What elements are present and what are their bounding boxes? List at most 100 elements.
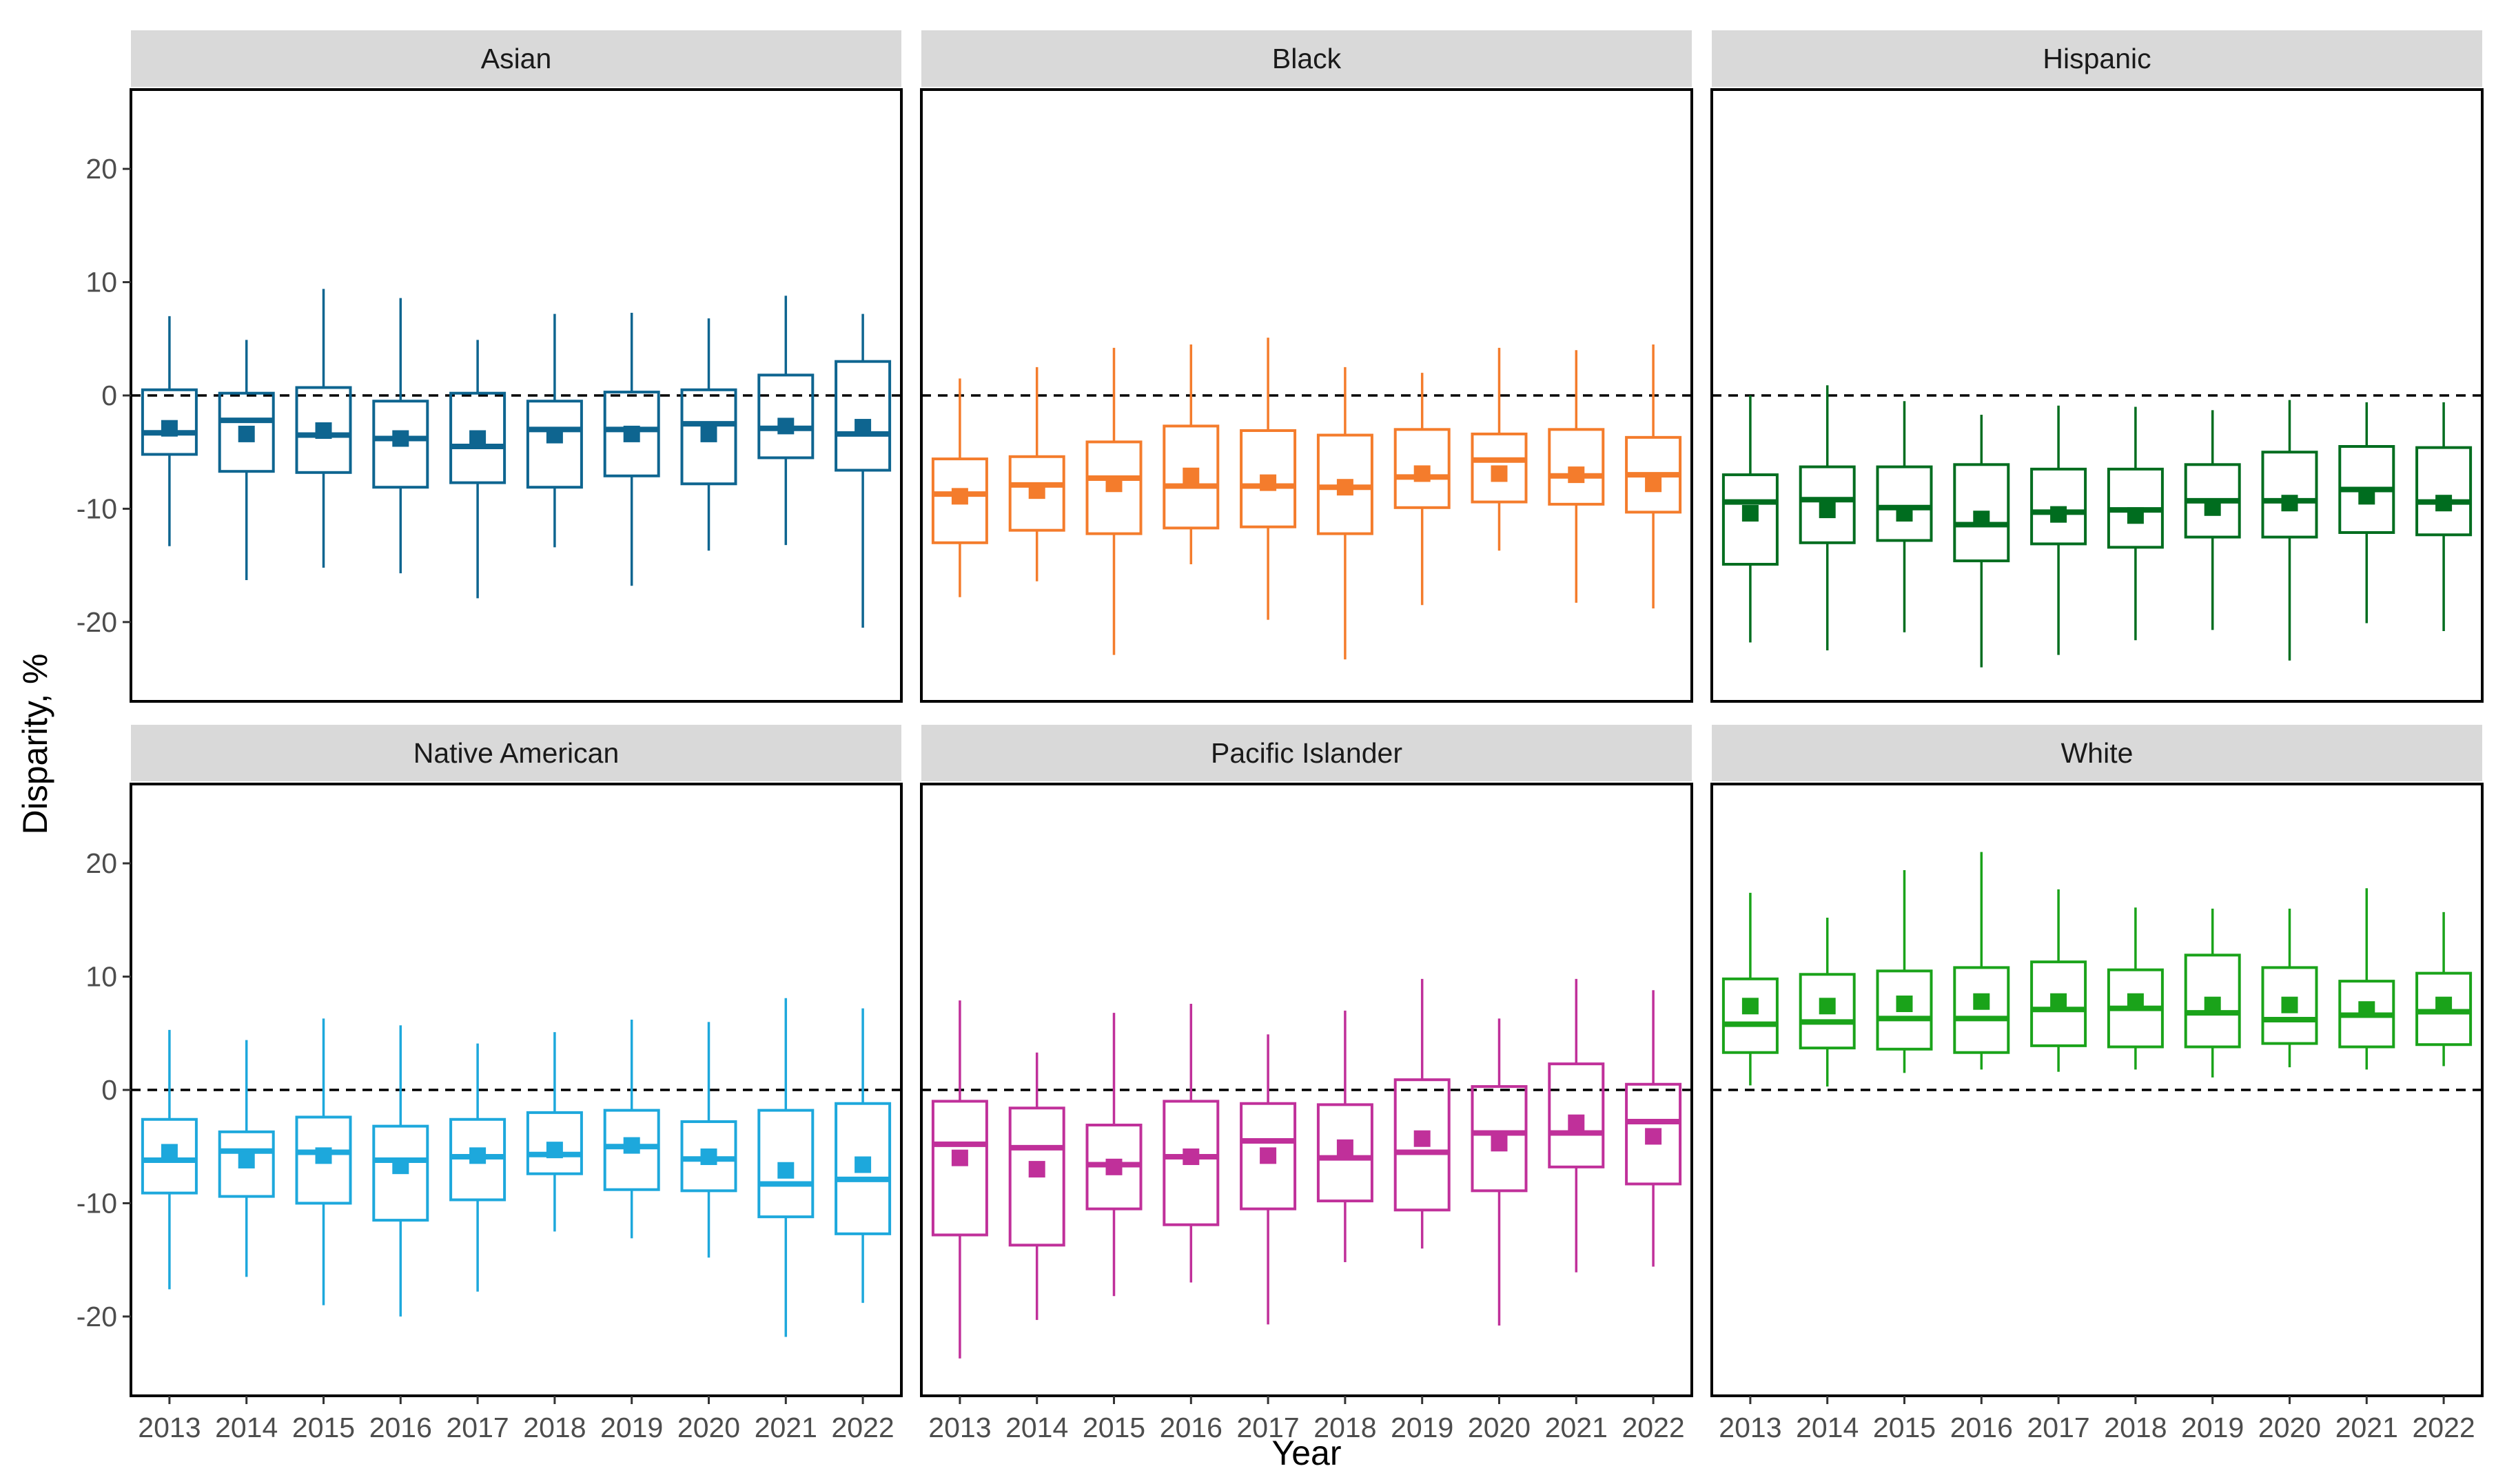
mean-marker	[1819, 502, 1836, 519]
mean-marker	[1336, 1139, 1353, 1156]
mean-marker	[2204, 499, 2221, 516]
box-iqr	[1393, 428, 1451, 509]
box-2013	[931, 1000, 988, 1359]
mean-marker	[1413, 465, 1431, 482]
box-2021	[757, 296, 815, 546]
box-iqr	[1085, 440, 1143, 535]
facet-strip-label: Black	[1272, 43, 1342, 74]
box-iqr	[1876, 969, 1933, 1051]
x-tick-label: 2013	[1719, 1412, 1781, 1443]
box-iqr	[141, 388, 198, 456]
box-iqr	[1548, 1062, 1605, 1168]
y-tick-label: 20	[85, 153, 117, 185]
box-2021	[757, 998, 815, 1337]
mean-marker	[623, 1137, 640, 1154]
box-2018	[2107, 406, 2164, 641]
box-2016	[372, 298, 429, 574]
mean-marker	[315, 1147, 332, 1164]
mean-marker	[1973, 511, 1990, 528]
mean-marker	[951, 488, 968, 505]
mean-marker	[2050, 993, 2067, 1010]
box-2013	[141, 316, 198, 546]
x-tick-label: 2022	[1622, 1412, 1684, 1443]
box-iqr	[2261, 451, 2318, 539]
box-iqr	[372, 1124, 429, 1222]
mean-marker	[1896, 505, 1913, 522]
box-2018	[526, 313, 583, 548]
box-2020	[680, 318, 737, 551]
box-iqr	[295, 386, 352, 474]
box-2022	[835, 1008, 892, 1303]
facet-strip	[921, 30, 1692, 87]
mean-marker	[238, 1151, 255, 1168]
x-tick-label: 2017	[2027, 1412, 2089, 1443]
box-iqr	[526, 1111, 583, 1175]
box-2019	[2184, 908, 2241, 1078]
box-iqr	[2415, 971, 2473, 1047]
x-tick-label: 2013	[138, 1412, 201, 1443]
box-2017	[1240, 1034, 1297, 1325]
box-2020	[2261, 908, 2318, 1068]
x-tick-label: 2014	[1005, 1412, 1068, 1443]
mean-marker	[2358, 1001, 2375, 1018]
box-2022	[1625, 344, 1682, 609]
facet-strip	[1712, 725, 2482, 781]
box-iqr	[931, 457, 988, 544]
box-2021	[1548, 978, 1605, 1272]
box-iqr	[835, 1102, 892, 1235]
mean-marker	[1896, 996, 1913, 1013]
box-iqr	[218, 391, 275, 473]
mean-marker	[700, 1148, 717, 1166]
box-2021	[1548, 350, 1605, 603]
facet-strip	[921, 725, 1692, 781]
facet-strip-label: Pacific Islander	[1211, 737, 1402, 769]
mean-marker	[1183, 1148, 1200, 1166]
box-iqr	[295, 1115, 352, 1205]
x-tick-label: 2020	[2258, 1412, 2321, 1443]
facet-strip	[131, 30, 901, 87]
box-2019	[603, 312, 660, 586]
box-2013	[141, 1029, 198, 1290]
mean-marker	[1973, 993, 1990, 1010]
box-iqr	[603, 391, 660, 477]
mean-marker	[623, 425, 640, 442]
box-iqr	[680, 388, 737, 486]
box-2015	[1085, 1013, 1143, 1297]
mean-marker	[2127, 507, 2144, 524]
mean-marker	[469, 430, 487, 447]
mean-marker	[2050, 506, 2067, 523]
mean-marker	[546, 426, 563, 444]
box-iqr	[1953, 966, 2010, 1054]
box-iqr	[2415, 446, 2473, 537]
mean-marker	[1260, 474, 1277, 491]
box-2013	[1721, 395, 1779, 643]
y-tick-label: -20	[76, 1301, 117, 1332]
box-iqr	[1008, 1106, 1065, 1247]
box-iqr	[931, 1100, 988, 1237]
panel-hispanic: Hispanic	[1710, 30, 2484, 703]
box-2013	[931, 378, 988, 597]
facet-panels: Asian -20 -10 0 10 20 Black Hispanic Native Amer…	[76, 30, 2484, 1443]
x-tick-label: 2019	[2181, 1412, 2244, 1443]
box-2021	[2338, 888, 2395, 1070]
box-iqr	[2261, 966, 2318, 1045]
box-iqr	[1799, 973, 1856, 1050]
box-2016	[1163, 1004, 1220, 1283]
box-iqr	[2184, 954, 2241, 1049]
box-2015	[295, 1018, 352, 1306]
box-2022	[2415, 402, 2473, 632]
box-2022	[1625, 990, 1682, 1267]
mean-marker	[2435, 495, 2453, 512]
x-tick-label: 2016	[1950, 1412, 2013, 1443]
x-tick-label: 2016	[369, 1412, 432, 1443]
mean-marker	[161, 1144, 178, 1161]
box-iqr	[449, 1117, 507, 1202]
panel-pacific-islander: Pacific Islander 2013 2014 2015 2016 2017 2018…	[920, 725, 1693, 1443]
box-2017	[2030, 405, 2087, 655]
panel-black: Black	[920, 30, 1693, 703]
mean-marker	[1260, 1147, 1277, 1164]
mean-marker	[161, 420, 178, 437]
box-2019	[1393, 373, 1451, 606]
box-iqr	[680, 1120, 737, 1193]
box-2014	[1799, 918, 1856, 1087]
